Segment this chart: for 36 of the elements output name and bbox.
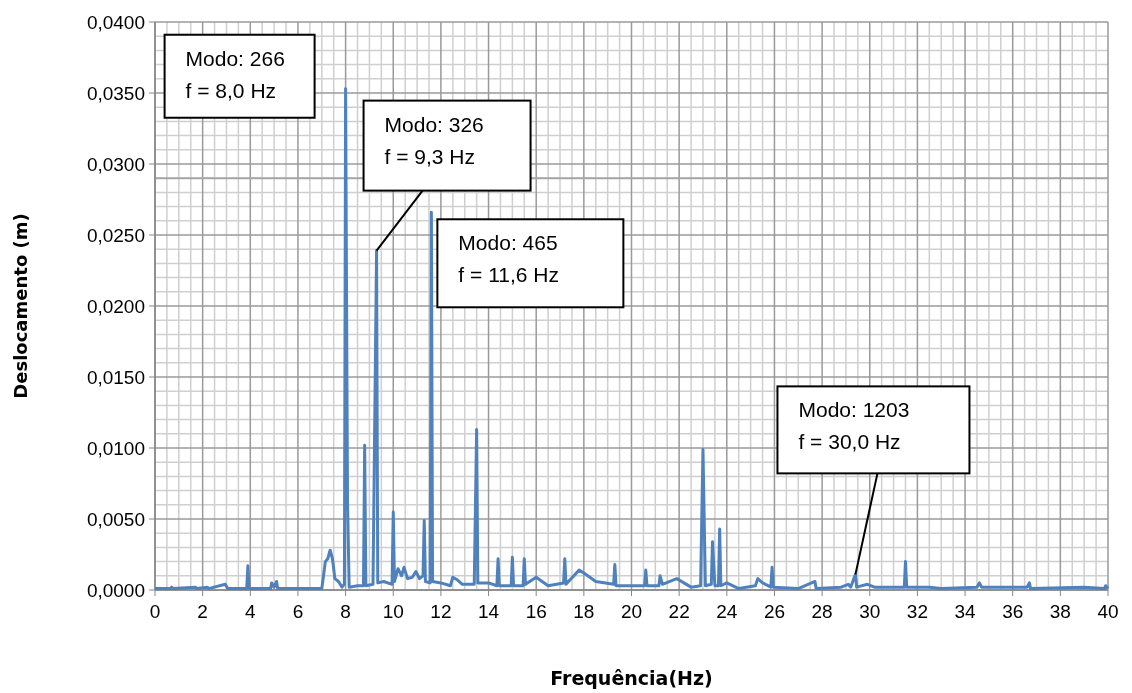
x-tick-label: 20 (620, 601, 643, 622)
x-tick-label: 0 (149, 601, 161, 622)
x-tick-label: 8 (340, 601, 351, 622)
y-tick-label: 0,0000 (86, 580, 145, 601)
y-tick-label: 0,0400 (86, 12, 145, 33)
y-tick-label: 0,0100 (86, 438, 145, 459)
x-tick-label: 16 (525, 601, 547, 622)
y-tick-label: 0,0250 (86, 225, 145, 246)
x-tick-label: 2 (197, 601, 208, 622)
x-tick-label: 6 (292, 601, 304, 622)
annotation: Modo: 326 f = 9,3 Hz (384, 112, 484, 168)
x-tick-label: 12 (430, 601, 452, 622)
x-tick-label: 22 (668, 601, 690, 622)
x-tick-label: 10 (382, 601, 404, 622)
x-tick-label: 34 (954, 601, 977, 622)
x-tick-label: 40 (1097, 601, 1119, 622)
x-tick-label: 32 (906, 601, 928, 622)
x-tick-label: 38 (1049, 601, 1071, 622)
x-axis-title: Frequência(Hz) (550, 667, 713, 689)
y-tick-label: 0,0150 (86, 367, 145, 388)
y-tick-label: 0,0350 (86, 83, 145, 104)
annotation: Modo: 1203 f = 30,0 Hz (798, 398, 910, 454)
x-tick-label: 30 (859, 601, 881, 622)
x-tick-label: 24 (716, 601, 738, 622)
x-tick-label: 36 (1002, 601, 1024, 622)
y-tick-label: 0,0050 (86, 509, 145, 530)
x-tick-label: 18 (573, 601, 595, 622)
y-axis-title: Deslocamento (m) (10, 213, 31, 399)
x-tick-label: 28 (811, 601, 833, 622)
x-tick-label: 14 (477, 601, 500, 622)
annotation: Modo: 266 f = 8,0 Hz (185, 46, 285, 102)
x-tick-label: 26 (763, 601, 786, 622)
x-tick-label: 4 (245, 601, 257, 622)
y-tick-label: 0,0200 (86, 296, 145, 317)
annotation: Modo: 465 f = 11,6 Hz (458, 231, 559, 287)
y-tick-label: 0,0300 (86, 154, 145, 175)
